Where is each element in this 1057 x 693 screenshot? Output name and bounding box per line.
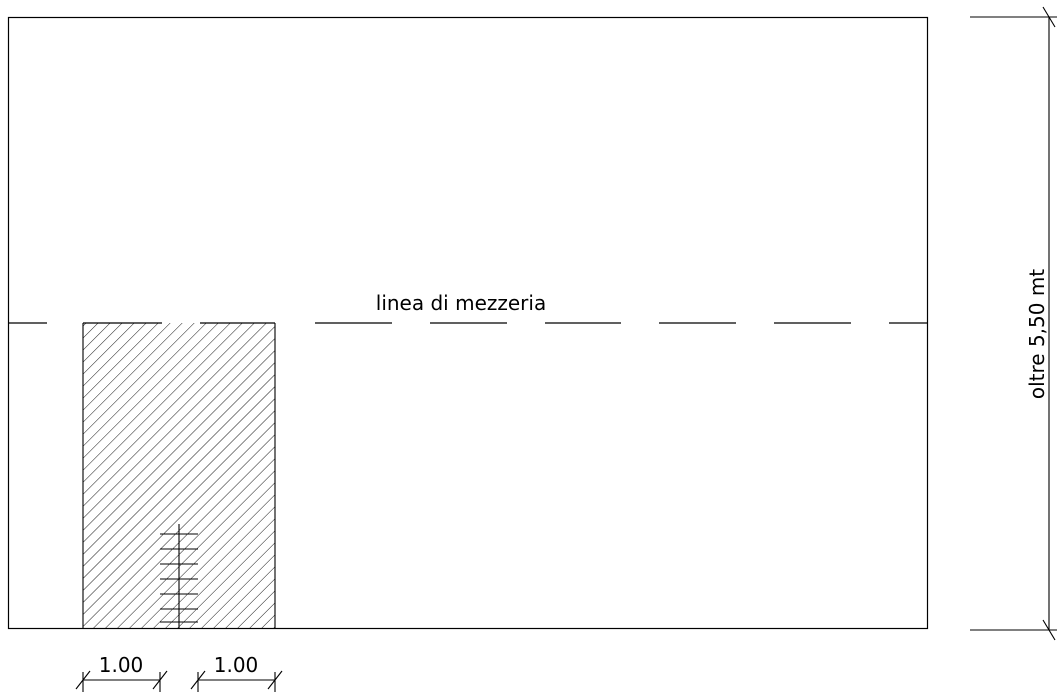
- height-dimension-label: oltre 5,50 mt: [1025, 269, 1049, 399]
- width-dimension-left-label: 1.00: [99, 653, 144, 677]
- width-dimension-right: [190, 670, 283, 692]
- ladder-symbol: [160, 524, 198, 629]
- centerline-label: linea di mezzeria: [376, 291, 546, 315]
- width-dimension-right-label: 1.00: [214, 653, 259, 677]
- height-dimension: [970, 6, 1057, 641]
- width-dimension-left: [75, 670, 168, 692]
